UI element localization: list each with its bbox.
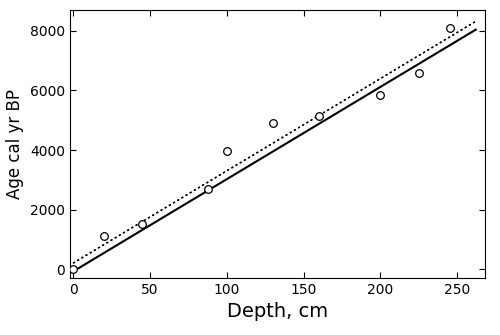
Point [69,266,77,272]
Point [204,186,212,191]
Y-axis label: Age cal yr BP: Age cal yr BP [6,89,25,199]
Point [446,25,454,30]
Point [223,149,231,154]
Point [415,70,423,75]
Point [269,121,277,126]
Point [100,234,108,239]
Point [315,113,323,119]
Point [138,222,146,227]
Point [376,92,384,97]
X-axis label: Depth, cm: Depth, cm [227,303,328,322]
